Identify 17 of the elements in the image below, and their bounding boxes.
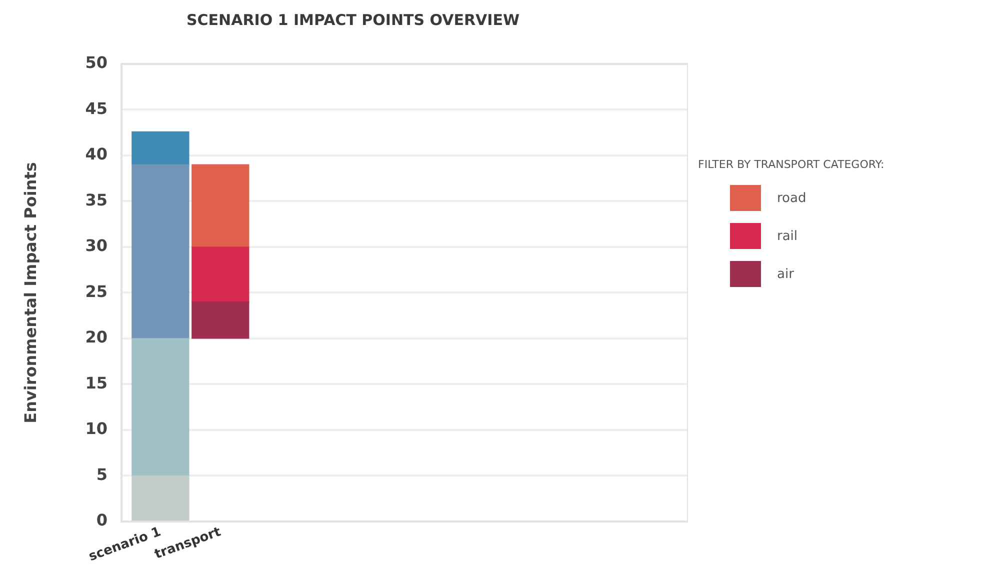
legend-label: rail: [777, 228, 798, 244]
legend-title: FILTER BY TRANSPORT CATEGORY:: [698, 158, 884, 171]
y-tick-label: 15: [85, 373, 108, 392]
y-tick-label: 20: [85, 328, 108, 347]
text: SCENARIO 1 IMPACT POINTS OVERVIEW: [186, 10, 520, 29]
legend-label: road: [777, 190, 806, 206]
y-tick-label: 30: [85, 236, 108, 256]
y-tick-label: 35: [85, 190, 108, 210]
y-tick-label: 0: [96, 510, 108, 530]
y-tick-label: 10: [85, 419, 108, 438]
y-tick-label: 25: [85, 282, 108, 301]
y-tick-label: 40: [85, 144, 108, 164]
legend-label: air: [777, 266, 794, 282]
y-tick-label: 5: [96, 464, 108, 484]
y-tick-label: 50: [85, 53, 108, 72]
y-axis-title: Environmental Impact Points: [20, 162, 40, 424]
y-tick-label: 45: [85, 98, 108, 118]
